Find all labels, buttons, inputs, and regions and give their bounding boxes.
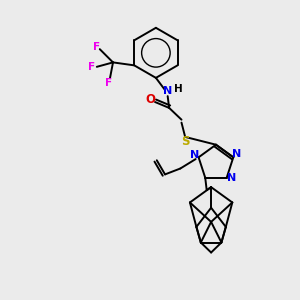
Text: N: N <box>190 150 200 160</box>
Text: F: F <box>105 78 112 88</box>
Text: N: N <box>232 149 242 159</box>
Text: O: O <box>145 93 155 106</box>
Text: H: H <box>175 84 183 94</box>
Text: N: N <box>227 173 237 183</box>
Text: F: F <box>93 42 100 52</box>
Text: N: N <box>163 86 172 96</box>
Text: F: F <box>88 62 95 72</box>
Text: S: S <box>182 135 190 148</box>
